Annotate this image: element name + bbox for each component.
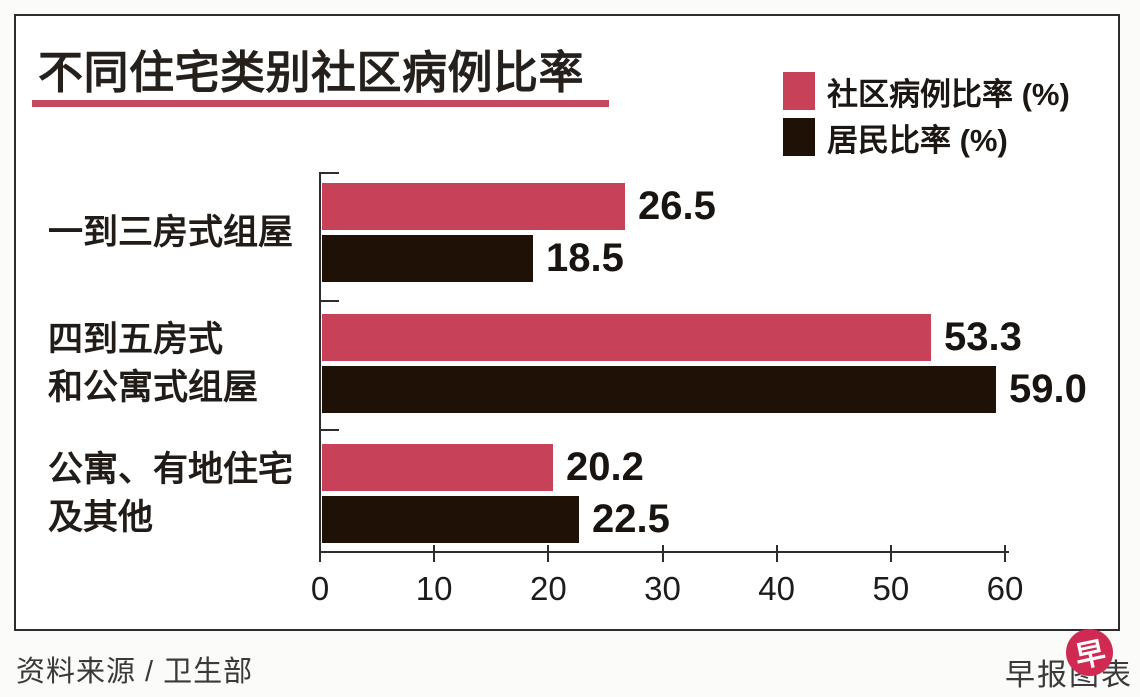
y-axis-group-tick [319,429,339,431]
y-axis-line [319,172,321,553]
legend-label: 居民比率 (%) [827,122,1008,158]
legend-item-resident-rate: 居民比率 (%) [783,114,1070,160]
zaobao-logo-icon: 早 [1066,629,1113,676]
x-axis-tick-label: 50 [872,570,910,607]
title-underline [32,100,609,107]
bar-resident-rate [322,366,996,413]
category-label: 一到三房式组屋 [48,212,294,252]
x-axis-tick-label: 0 [310,570,330,607]
bar-community-rate [322,444,553,491]
bar-value-label: 22.5 [592,497,670,541]
legend-swatch-resident-rate-icon [783,118,815,156]
chart-legend: 社区病例比率 (%) 居民比率 (%) [783,68,1070,160]
x-axis-tick [1004,545,1006,562]
x-axis-line [319,551,1009,553]
x-axis-tick [319,545,321,562]
legend-item-community-rate: 社区病例比率 (%) [783,68,1070,114]
x-axis-tick [433,545,436,562]
bar-value-label: 18.5 [546,236,624,280]
legend-label: 社区病例比率 (%) [827,76,1070,112]
x-axis-tick-label: 20 [529,570,567,607]
x-axis-tick-label: 40 [758,570,796,607]
x-axis-tick-label: 60 [986,570,1024,607]
x-axis-tick-label: 30 [644,570,681,607]
bar-value-label: 59.0 [1009,367,1087,411]
bar-value-label: 53.3 [944,315,1022,359]
bar-community-rate [322,314,931,361]
x-axis-tick [775,545,778,562]
category-label: 四到五房式 和公寓式组屋 [48,319,259,407]
bar-resident-rate [322,496,579,543]
bar-value-label: 26.5 [638,184,716,228]
x-axis-tick-label: 10 [415,570,453,607]
category-label: 公寓、有地住宅 及其他 [48,449,294,537]
x-axis-tick [661,545,664,562]
credit-text: 早报图表 [1005,659,1133,692]
bar-community-rate [322,183,625,230]
x-axis-tick [547,545,550,562]
y-axis-group-tick [319,172,339,174]
chart-title: 不同住宅类别社区病例比率 [38,47,585,98]
bar-resident-rate [322,235,533,282]
legend-swatch-community-rate-icon [783,72,815,110]
y-axis-group-tick [319,300,339,302]
x-axis-tick [889,545,892,562]
source-note: 资料来源 / 卫生部 [16,656,254,688]
bar-value-label: 20.2 [566,445,644,489]
logo-glyph: 早 [1071,635,1109,675]
